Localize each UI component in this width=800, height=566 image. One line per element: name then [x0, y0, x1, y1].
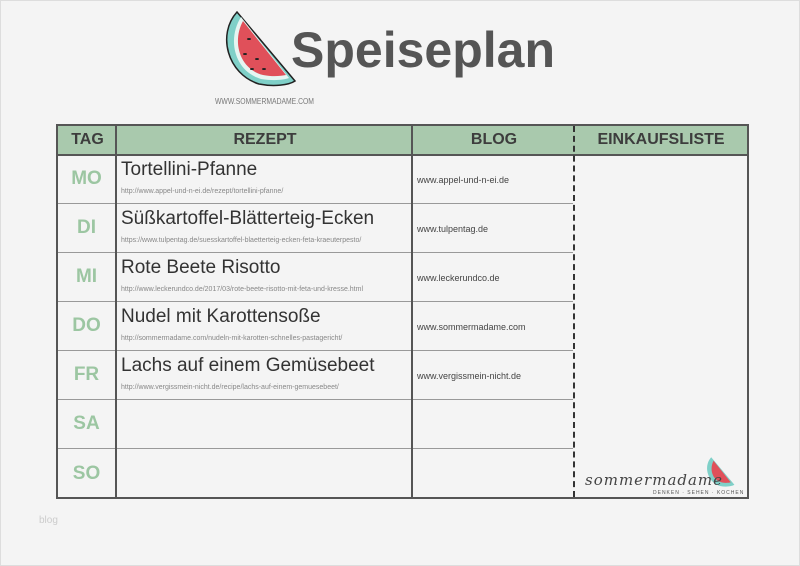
- watermelon-icon: [225, 10, 297, 87]
- meal-plan-table: TAG REZEPT BLOG EINKAUFSLISTE MO Tortell…: [56, 124, 749, 499]
- day-label: FR: [73, 364, 100, 385]
- recipe-name: Rote Beete Risotto: [121, 257, 281, 278]
- page-title: Speiseplan: [291, 22, 555, 78]
- recipe-url[interactable]: http://www.appel-und-n-ei.de/rezept/tort…: [121, 188, 284, 195]
- column-header-einkaufsliste: EINKAUFSLISTE: [575, 126, 747, 156]
- blog-url[interactable]: www.appel-und-n-ei.de: [417, 175, 510, 185]
- table-row: MI Rote Beete Risotto http://www.leckeru…: [58, 253, 573, 302]
- day-label: MI: [75, 266, 98, 287]
- column-divider: [115, 126, 117, 497]
- recipe-name: Lachs auf einem Gemüsebeet: [121, 355, 375, 376]
- table-row: SO: [58, 449, 573, 498]
- blog-url[interactable]: www.vergissmein-nicht.de: [417, 371, 522, 381]
- dashed-divider: [573, 126, 575, 497]
- table-row: DI Süßkartoffel-Blätterteig-Ecken https:…: [58, 204, 573, 253]
- logo-subtitle: DENKEN · SEHEN · KOCHEN: [653, 490, 745, 496]
- column-header-rezept: REZEPT: [117, 126, 413, 156]
- column-header-blog: BLOG: [413, 126, 575, 156]
- day-label: DI: [77, 217, 96, 238]
- watermark: blog: [39, 515, 58, 526]
- table-row: SA: [58, 400, 573, 449]
- table-row: MO Tortellini-Pfanne http://www.appel-un…: [58, 155, 573, 204]
- recipe-name: Nudel mit Karottensoße: [121, 306, 321, 327]
- blog-url[interactable]: www.tulpentag.de: [417, 224, 489, 234]
- column-divider: [411, 126, 413, 497]
- blog-url[interactable]: www.leckerundco.de: [417, 273, 500, 283]
- recipe-url[interactable]: https://www.tulpentag.de/suesskartoffel-…: [121, 237, 362, 244]
- watermelon-logo-icon: [707, 457, 735, 487]
- day-label: SA: [73, 413, 100, 434]
- recipe-name: Tortellini-Pfanne: [121, 159, 258, 180]
- website-label: WWW.SOMMERMADAME.COM: [215, 97, 314, 106]
- day-label: SO: [72, 462, 101, 484]
- recipe-url[interactable]: http://sommermadame.com/nudeln-mit-karot…: [121, 335, 343, 342]
- recipe-url[interactable]: http://www.leckerundco.de/2017/03/rote-b…: [121, 286, 364, 293]
- day-label: DO: [72, 315, 101, 336]
- logo-text: sommermadame: [585, 471, 724, 489]
- blog-url[interactable]: www.sommermadame.com: [417, 322, 526, 332]
- recipe-url[interactable]: http://www.vergissmein-nicht.de/recipe/l…: [121, 384, 339, 391]
- day-label: MO: [71, 168, 102, 189]
- column-header-tag: TAG: [58, 126, 117, 156]
- table-row: FR Lachs auf einem Gemüsebeet http://www…: [58, 351, 573, 400]
- recipe-name: Süßkartoffel-Blätterteig-Ecken: [121, 208, 375, 229]
- table-row: DO Nudel mit Karottensoße http://sommerm…: [58, 302, 573, 351]
